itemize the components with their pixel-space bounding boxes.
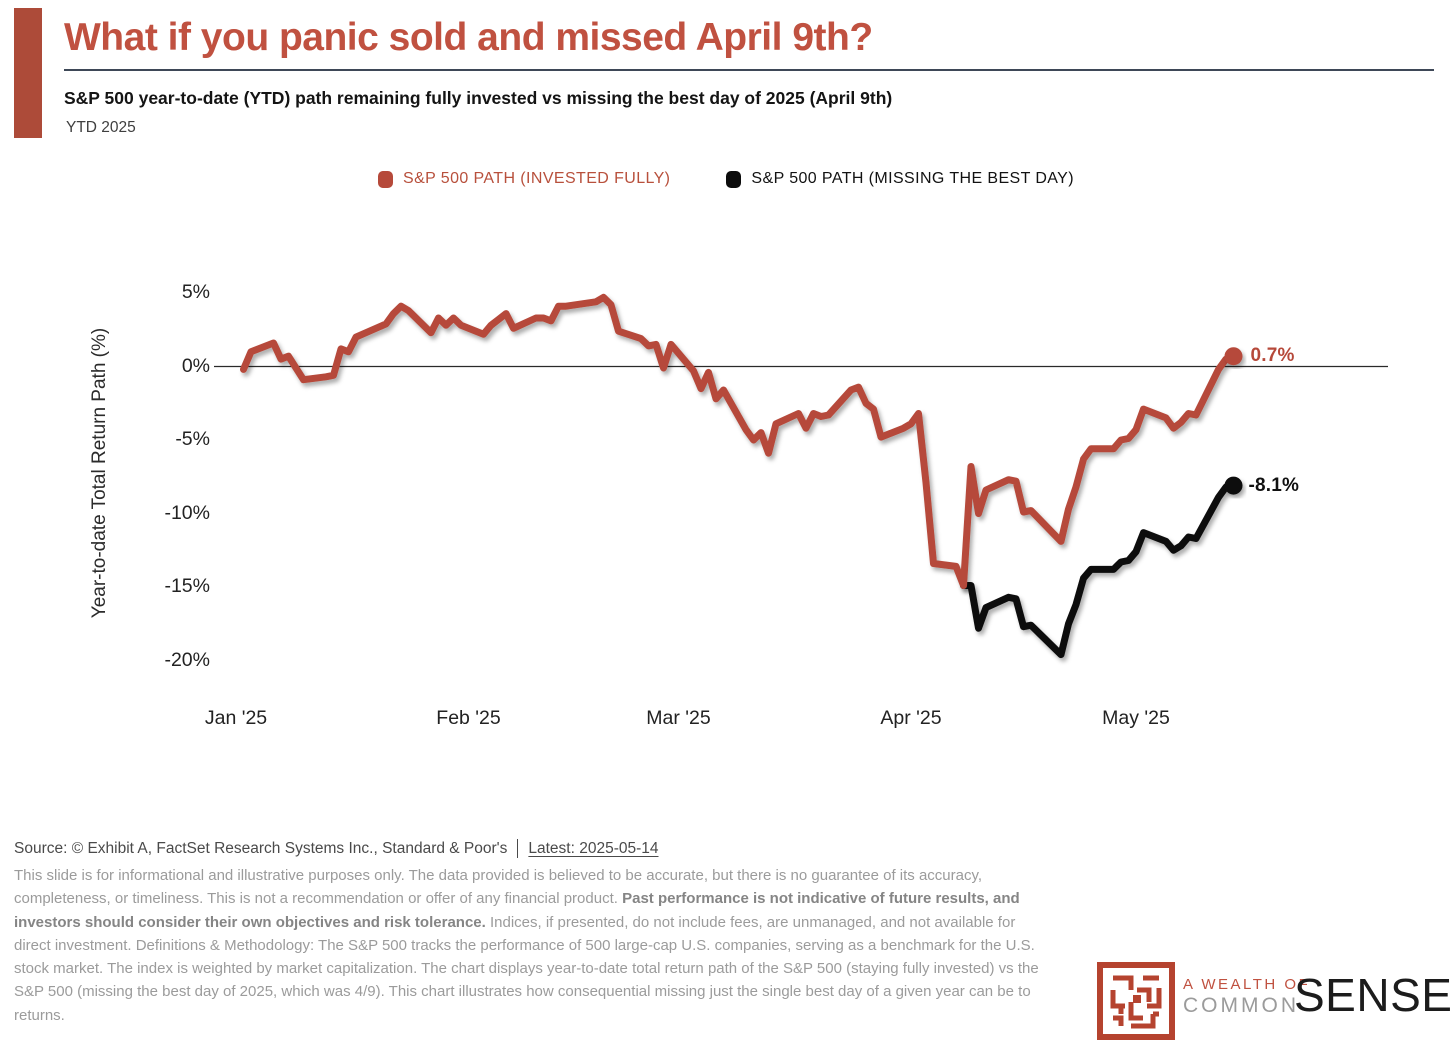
legend-item-missing-best-day[interactable]: S&P 500 PATH (MISSING THE BEST DAY) [726, 170, 1074, 188]
y-tick-label: -20% [164, 648, 210, 671]
maze-logo-icon [1097, 962, 1175, 1040]
end-value-label-missing: -8.1% [1248, 474, 1300, 496]
x-tick-label: Jan '25 [204, 707, 268, 729]
x-tick-label: Mar '25 [646, 707, 711, 729]
legend-label: S&P 500 PATH (MISSING THE BEST DAY) [751, 170, 1074, 187]
source-divider [517, 839, 519, 858]
accent-bar [14, 8, 42, 138]
end-value-label-invested: 0.7% [1250, 345, 1295, 367]
period-label: YTD 2025 [66, 119, 136, 136]
legend: S&P 500 PATH (INVESTED FULLY) S&P 500 PA… [0, 170, 1452, 188]
x-tick-label: Apr '25 [880, 707, 942, 729]
source-line: Source: © Exhibit A, FactSet Research Sy… [14, 839, 659, 858]
legend-swatch-red [378, 170, 394, 188]
latest-date-link[interactable]: Latest: 2025-05-14 [528, 839, 659, 857]
y-tick-label: -15% [164, 575, 210, 597]
y-tick-label: 5% [181, 281, 210, 303]
chart-subtitle: S&P 500 year-to-date (YTD) path remainin… [64, 88, 893, 108]
page-title: What if you panic sold and missed April … [64, 16, 873, 59]
disclaimer-part-1: This slide is for informational and illu… [14, 867, 983, 908]
y-axis-title: Year-to-date Total Return Path (%) [89, 327, 110, 619]
disclaimer-part-2: Indices, if presented, do not include fe… [14, 913, 1039, 1024]
logo-line-a-wealth-of: A WEALTH OF [1183, 976, 1311, 993]
logo-line-sense: SENSE [1294, 969, 1452, 1021]
y-tick-label: -5% [175, 428, 210, 450]
y-tick-label: 0% [181, 354, 210, 377]
x-tick-label: May '25 [1102, 707, 1170, 729]
legend-item-invested-fully[interactable]: S&P 500 PATH (INVESTED FULLY) [378, 170, 670, 188]
legend-label: S&P 500 PATH (INVESTED FULLY) [403, 170, 671, 187]
header-rule [64, 69, 1434, 71]
y-tick-label: -10% [164, 501, 210, 524]
source-text: Source: © Exhibit A, FactSet Research Sy… [14, 839, 508, 857]
legend-swatch-black [726, 170, 742, 188]
disclaimer-bold: Past performance is not indicative of fu… [14, 890, 1020, 931]
x-tick-label: Feb '25 [436, 707, 501, 729]
logo-line-common: COMMON [1183, 994, 1299, 1017]
disclaimer: This slide is for informational and illu… [14, 864, 1056, 1027]
